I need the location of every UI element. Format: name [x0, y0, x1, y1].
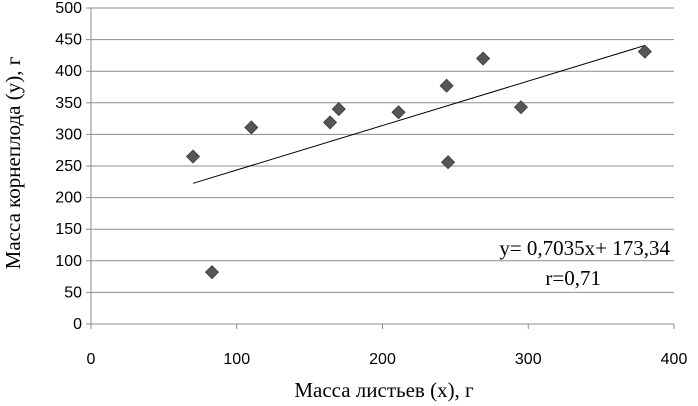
x-tick-label: 100 — [223, 351, 250, 368]
data-point — [244, 120, 259, 135]
trend-line — [192, 45, 645, 184]
trendline-group — [192, 45, 645, 184]
y-tick-label: 500 — [55, 0, 82, 17]
y-tick-labels: 0 50 100 150 200 250 300 350 400 450 500 — [55, 0, 82, 333]
axes — [86, 7, 675, 329]
x-tick-label: 300 — [515, 351, 542, 368]
gridlines — [91, 7, 674, 293]
x-tick-label: 0 — [87, 351, 96, 368]
data-point — [331, 102, 346, 117]
y-tick-label: 100 — [55, 253, 82, 270]
data-point — [185, 149, 201, 164]
data-point — [476, 51, 491, 66]
y-tick-label: 50 — [64, 284, 82, 301]
x-tick-label: 400 — [661, 351, 688, 368]
x-axis-title: Масса листьев (x), г — [294, 378, 474, 402]
y-tick-label: 450 — [55, 32, 82, 49]
data-point — [391, 105, 406, 120]
correlation-coefficient: r=0,71 — [545, 266, 601, 290]
y-tick-label: 150 — [55, 221, 82, 238]
data-point — [204, 265, 220, 280]
data-points — [185, 44, 652, 280]
data-point — [439, 78, 454, 93]
trend-equation: y= 0,7035x+ 173,34 — [499, 236, 670, 260]
x-tick-labels: 0 100 200 300 400 — [87, 351, 688, 368]
y-axis-title: Масса корнеплода (y), г — [1, 56, 25, 269]
y-tick-label: 0 — [73, 316, 82, 333]
data-point — [637, 44, 652, 59]
x-tick-label: 200 — [369, 351, 396, 368]
data-point — [441, 155, 456, 170]
y-tick-label: 200 — [55, 190, 82, 207]
data-point — [322, 115, 338, 130]
y-tick-label: 350 — [55, 95, 82, 112]
data-point — [513, 100, 529, 115]
y-tick-label: 250 — [55, 158, 82, 175]
y-tick-label: 300 — [55, 126, 82, 143]
y-tick-label: 400 — [55, 63, 82, 80]
